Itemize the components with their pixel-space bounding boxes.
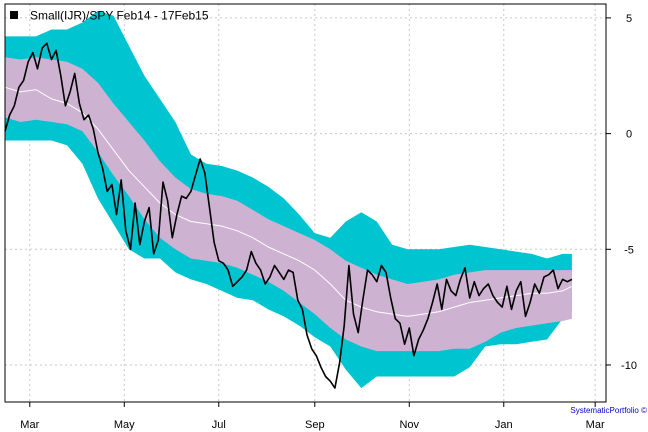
legend: Small(IJR)/SPY Feb14 - 17Feb15 bbox=[10, 9, 209, 23]
y-axis: 5 0 -5 -10 bbox=[606, 13, 637, 372]
x-tick-label: Jul bbox=[212, 419, 226, 431]
plot-frame bbox=[4, 3, 607, 403]
y-tick-label: 5 bbox=[626, 13, 632, 25]
x-tick-label: Nov bbox=[399, 419, 419, 431]
legend-marker bbox=[10, 11, 18, 19]
x-tick-label: May bbox=[114, 419, 135, 431]
mean-line bbox=[4, 86, 573, 317]
credit-text: SystematicPortfolio © bbox=[570, 406, 647, 415]
legend-label: Small(IJR)/SPY Feb14 - 17Feb15 bbox=[30, 9, 209, 23]
x-tick-label: Jan bbox=[495, 419, 513, 431]
x-tick-label: Mar bbox=[20, 419, 39, 431]
price-line bbox=[4, 42, 573, 389]
y-tick-label: -5 bbox=[624, 244, 634, 256]
x-axis: Mar May Jul Sep Nov Jan Mar bbox=[20, 402, 605, 431]
y-tick-label: 0 bbox=[626, 129, 632, 141]
x-tick-label: Sep bbox=[305, 419, 325, 431]
x-tick-label: Mar bbox=[586, 419, 605, 431]
y-tick-label: -10 bbox=[621, 360, 637, 372]
